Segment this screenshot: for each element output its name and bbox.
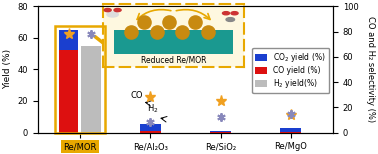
Bar xyxy=(210,131,231,132)
Bar xyxy=(59,30,79,51)
Bar xyxy=(139,124,161,131)
Text: H$_2$: H$_2$ xyxy=(147,103,158,116)
Legend: CO$_2$ yield (%), CO yield (%), H$_2$ yield(%): CO$_2$ yield (%), CO yield (%), H$_2$ yi… xyxy=(252,48,329,93)
Bar xyxy=(139,131,161,132)
Bar xyxy=(54,26,105,133)
Y-axis label: Yield (%): Yield (%) xyxy=(3,49,12,89)
Bar xyxy=(81,46,101,132)
Y-axis label: CO and H₂ selectivity (%): CO and H₂ selectivity (%) xyxy=(366,16,375,122)
Text: CO: CO xyxy=(130,91,143,100)
Bar xyxy=(59,51,79,132)
Bar xyxy=(280,128,301,132)
